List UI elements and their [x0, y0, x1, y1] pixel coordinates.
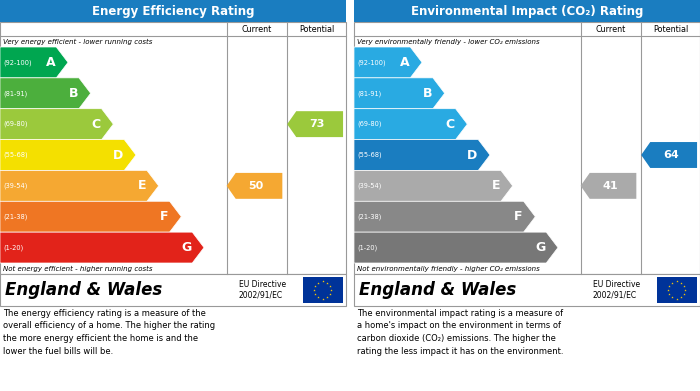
Text: Current: Current	[596, 25, 626, 34]
Text: (81-91): (81-91)	[3, 90, 27, 97]
Text: Current: Current	[241, 25, 272, 34]
Text: EU Directive
2002/91/EC: EU Directive 2002/91/EC	[239, 280, 286, 300]
Polygon shape	[0, 232, 204, 263]
Text: E: E	[137, 179, 146, 192]
Text: A: A	[46, 56, 55, 69]
Polygon shape	[0, 109, 113, 140]
Bar	[657, 277, 696, 303]
Text: (55-68): (55-68)	[357, 152, 382, 158]
Text: (81-91): (81-91)	[357, 90, 382, 97]
Polygon shape	[0, 201, 181, 232]
Text: B: B	[422, 87, 432, 100]
Bar	[0, 22, 346, 274]
Polygon shape	[0, 47, 68, 78]
Text: Not energy efficient - higher running costs: Not energy efficient - higher running co…	[3, 265, 153, 272]
Text: (92-100): (92-100)	[357, 59, 386, 66]
Polygon shape	[0, 170, 159, 201]
Text: (69-80): (69-80)	[3, 121, 27, 127]
Text: (39-54): (39-54)	[3, 183, 27, 189]
Text: The energy efficiency rating is a measure of the
overall efficiency of a home. T: The energy efficiency rating is a measur…	[3, 309, 215, 355]
Text: EU Directive
2002/91/EC: EU Directive 2002/91/EC	[593, 280, 640, 300]
Text: Very environmentally friendly - lower CO₂ emissions: Very environmentally friendly - lower CO…	[357, 38, 540, 45]
Text: Potential: Potential	[653, 25, 688, 34]
Polygon shape	[580, 173, 636, 199]
Polygon shape	[641, 142, 697, 168]
Text: (55-68): (55-68)	[3, 152, 27, 158]
Text: D: D	[113, 149, 123, 161]
Text: E: E	[491, 179, 500, 192]
Bar	[354, 0, 700, 22]
Text: (1-20): (1-20)	[3, 244, 23, 251]
Polygon shape	[354, 140, 490, 170]
Text: (21-38): (21-38)	[3, 213, 27, 220]
Text: (1-20): (1-20)	[357, 244, 377, 251]
Text: C: C	[92, 118, 101, 131]
Text: B: B	[69, 87, 78, 100]
Polygon shape	[227, 173, 282, 199]
Text: 50: 50	[248, 181, 264, 191]
Text: Environmental Impact (CO₂) Rating: Environmental Impact (CO₂) Rating	[411, 5, 643, 18]
Text: (21-38): (21-38)	[357, 213, 382, 220]
Text: The environmental impact rating is a measure of
a home's impact on the environme: The environmental impact rating is a mea…	[357, 309, 564, 355]
Polygon shape	[354, 78, 444, 109]
Polygon shape	[287, 111, 343, 137]
Text: G: G	[535, 241, 545, 254]
Text: (39-54): (39-54)	[357, 183, 382, 189]
Polygon shape	[354, 109, 468, 140]
Polygon shape	[354, 170, 512, 201]
Text: 64: 64	[663, 150, 679, 160]
Text: Very energy efficient - lower running costs: Very energy efficient - lower running co…	[3, 38, 153, 45]
Text: 41: 41	[603, 181, 618, 191]
Text: D: D	[467, 149, 477, 161]
Polygon shape	[0, 140, 136, 170]
Text: Not environmentally friendly - higher CO₂ emissions: Not environmentally friendly - higher CO…	[357, 265, 540, 272]
Text: Energy Efficiency Rating: Energy Efficiency Rating	[92, 5, 254, 18]
Text: A: A	[400, 56, 410, 69]
Text: (92-100): (92-100)	[3, 59, 31, 66]
Polygon shape	[354, 47, 422, 78]
Text: (69-80): (69-80)	[357, 121, 382, 127]
Polygon shape	[354, 201, 536, 232]
Text: F: F	[514, 210, 523, 223]
Text: G: G	[181, 241, 191, 254]
Text: F: F	[160, 210, 169, 223]
Bar	[354, 274, 700, 306]
Text: 73: 73	[309, 119, 325, 129]
Text: C: C	[445, 118, 454, 131]
Bar	[354, 22, 700, 274]
Text: Potential: Potential	[299, 25, 334, 34]
Polygon shape	[354, 232, 558, 263]
Text: England & Wales: England & Wales	[5, 281, 162, 299]
Bar	[302, 277, 342, 303]
Bar	[0, 0, 346, 22]
Text: England & Wales: England & Wales	[359, 281, 517, 299]
Bar	[0, 274, 346, 306]
Polygon shape	[0, 78, 91, 109]
